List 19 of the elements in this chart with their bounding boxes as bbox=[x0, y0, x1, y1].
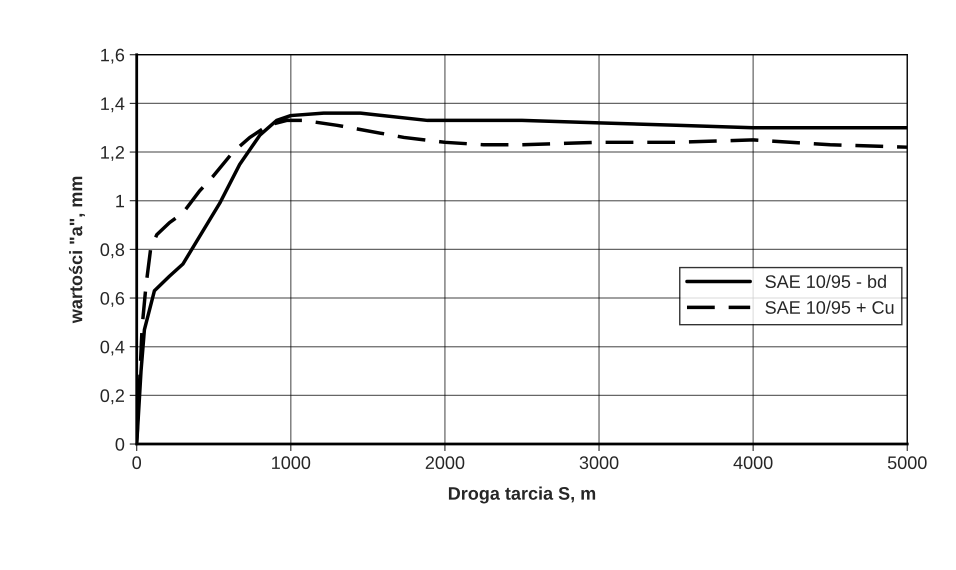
y-tick-label: 1,4 bbox=[101, 98, 124, 112]
x-axis-title: Droga tarcia S, m bbox=[448, 486, 596, 504]
y-tick-label: 0,6 bbox=[100, 292, 124, 307]
x-tick-label: 5000 bbox=[888, 456, 927, 470]
y-tick-label: 0,2 bbox=[100, 389, 124, 404]
x-tick-label: 4000 bbox=[733, 456, 773, 470]
legend-label: SAE 10/95 + Cu bbox=[765, 300, 894, 314]
y-tick-label: 0 bbox=[116, 438, 124, 451]
y-tick-label: 1 bbox=[116, 194, 124, 208]
y-tick-label: 1,2 bbox=[101, 146, 124, 161]
y-tick-label: 0,8 bbox=[100, 243, 124, 258]
legend-label: SAE 10/95 - bd bbox=[765, 274, 886, 288]
x-tick-label: 2000 bbox=[426, 456, 464, 470]
x-tick-label: 0 bbox=[132, 456, 142, 470]
y-axis-title: wartości "a", mm bbox=[68, 176, 85, 324]
y-tick-label: 1,6 bbox=[101, 48, 124, 64]
x-tick-label: 1000 bbox=[272, 456, 310, 470]
y-tick-label: 0,4 bbox=[100, 340, 124, 356]
x-tick-label: 3000 bbox=[580, 456, 618, 470]
